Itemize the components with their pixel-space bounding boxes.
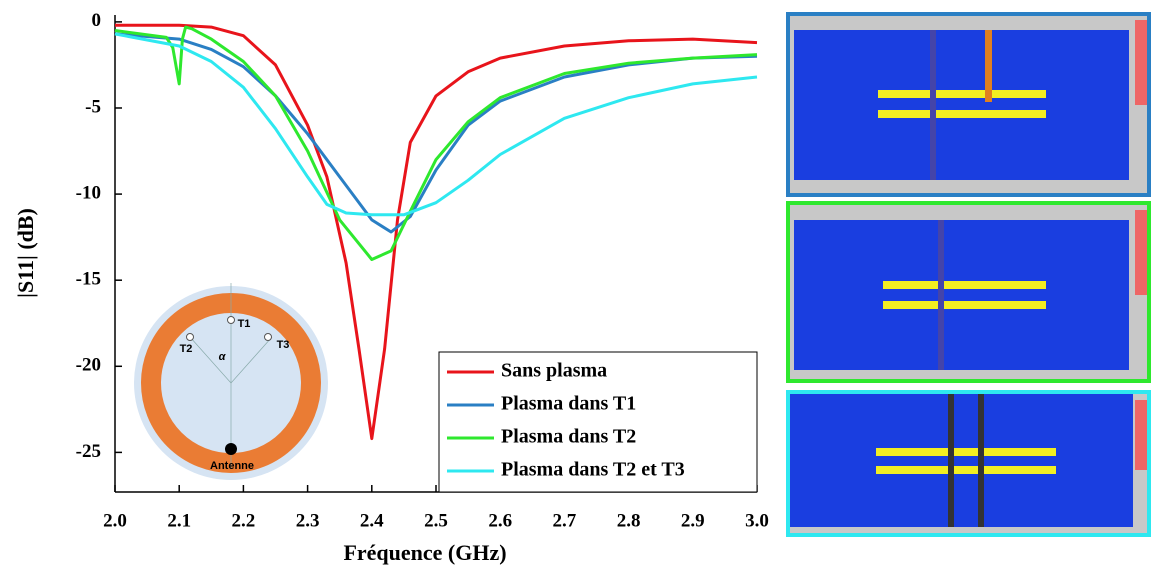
- inset-axis: [189, 336, 232, 384]
- legend-label: Plasma dans T1: [501, 393, 636, 415]
- y-axis-title: |S11| (dB): [13, 208, 38, 298]
- panel-shape: [978, 394, 984, 527]
- panel-shape: [883, 281, 1046, 289]
- x-tick-label: 2.9: [681, 510, 705, 531]
- panel-field: [794, 30, 1129, 180]
- y-tick-label: -25: [76, 441, 101, 462]
- panel-shape: [878, 90, 1046, 98]
- inset-tube: [186, 333, 194, 341]
- x-tick-label: 2.6: [488, 510, 512, 531]
- x-tick-label: 2.1: [167, 510, 191, 531]
- inset-label: T3: [277, 339, 290, 351]
- inset-diagram: T1 T2 T3 α Antenne: [134, 283, 328, 480]
- panel-shape: [878, 110, 1046, 118]
- series-line: [114, 32, 758, 217]
- panel-shape: [883, 301, 1046, 309]
- inset-axis: [230, 336, 273, 384]
- panel-shape: [876, 448, 1056, 456]
- x-tick-label: 3.0: [745, 510, 769, 531]
- legend-box: [438, 351, 758, 493]
- panel-shape: [930, 30, 936, 180]
- y-tick-label: -20: [76, 355, 101, 376]
- x-tick-label: 2.4: [360, 510, 384, 531]
- x-tick-label: 2.7: [553, 510, 577, 531]
- panel-shape: [985, 30, 992, 102]
- inset-antenna: [225, 443, 237, 455]
- series-line: [114, 32, 758, 234]
- legend-label: Plasma dans T2: [501, 426, 636, 448]
- inset-label: Antenne: [210, 460, 254, 472]
- x-tick-label: 2.5: [424, 510, 448, 531]
- simulation-panels: [786, 12, 1151, 537]
- legend-label: Sans plasma: [501, 360, 607, 382]
- series-line: [114, 25, 758, 261]
- y-tick-label: -5: [85, 96, 101, 117]
- x-axis-title: Fréquence (GHz): [343, 540, 506, 565]
- plot-area: 0 -5 -10 -15 -20 -25 2.0 2.1 2.2 2.3 2.4 2.5 2.6 2.7 2…: [76, 10, 769, 531]
- x-tick-label: 2.3: [296, 510, 320, 531]
- x-tick-label: 2.0: [103, 510, 127, 531]
- panel-scale: [1135, 20, 1147, 105]
- panel-field: [794, 220, 1129, 370]
- panel: [786, 390, 1151, 537]
- panel-field: [790, 394, 1133, 527]
- legend-label: Plasma dans T2 et T3: [501, 459, 685, 481]
- inset-tube: [264, 333, 272, 341]
- inset-label: T2: [180, 343, 193, 355]
- inset-tube: [227, 316, 235, 324]
- panel-shape: [876, 466, 1056, 474]
- panel: [786, 12, 1151, 197]
- panel-shape: [948, 394, 954, 527]
- panel-scale: [1135, 210, 1147, 295]
- panel: [786, 201, 1151, 383]
- x-tick-label: 2.2: [232, 510, 256, 531]
- y-tick-label: -10: [76, 182, 101, 203]
- inset-label: T1: [238, 318, 251, 330]
- y-tick-label: 0: [92, 10, 102, 31]
- y-tick-label: -15: [76, 269, 101, 290]
- series-line: [115, 23, 758, 441]
- x-tick-label: 2.8: [617, 510, 641, 531]
- inset-label: α: [219, 351, 227, 363]
- panel-shape: [938, 220, 944, 370]
- panel-scale: [1135, 400, 1147, 470]
